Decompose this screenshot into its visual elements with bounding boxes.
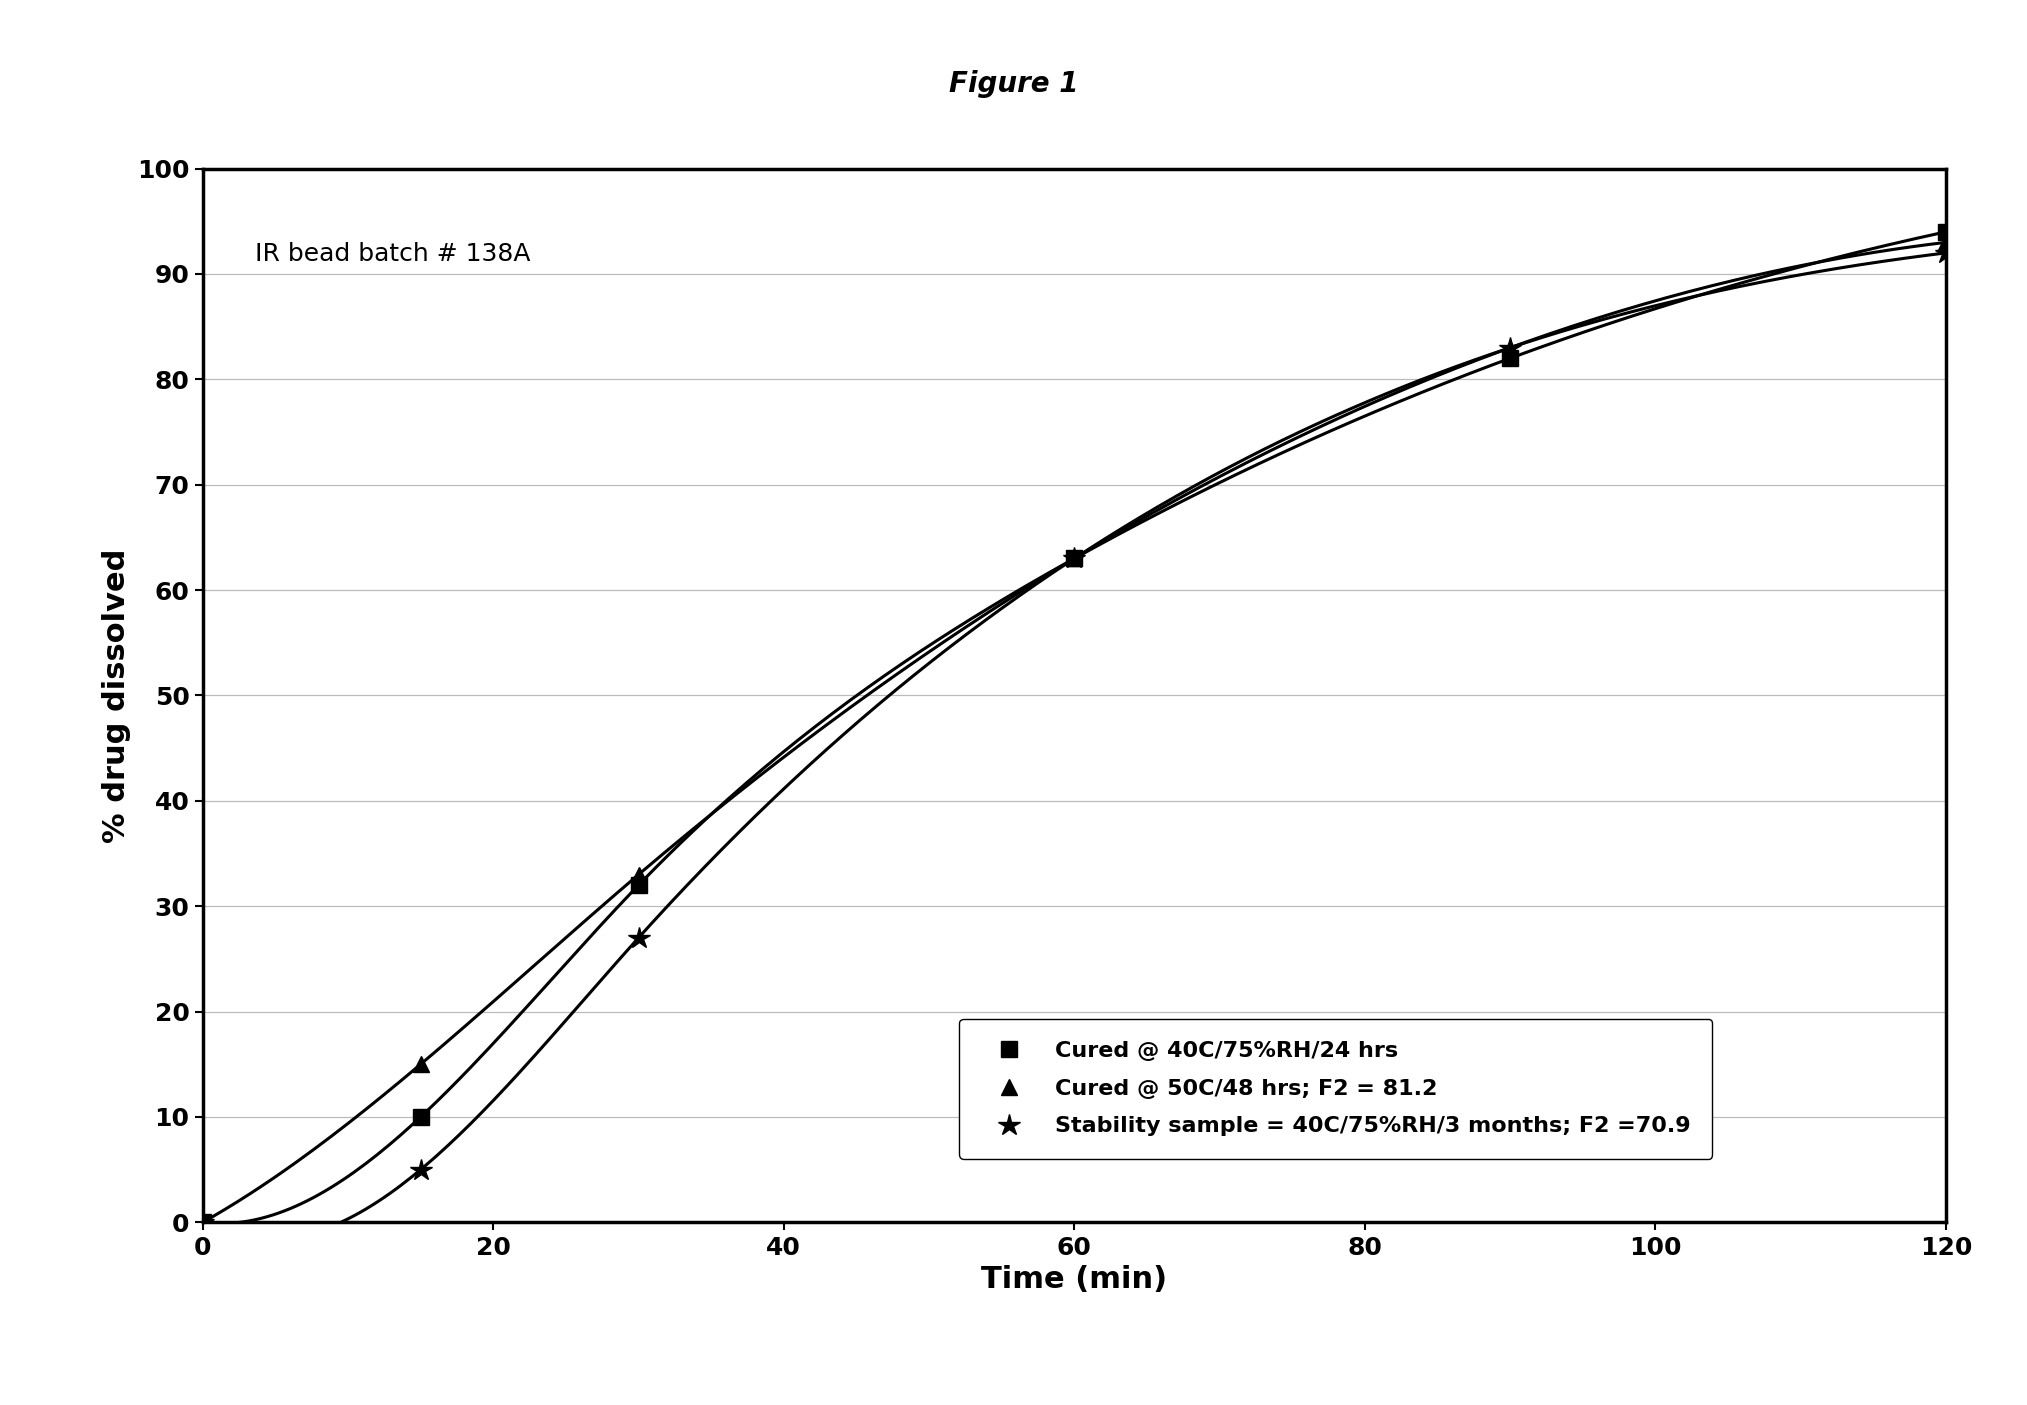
Stability sample = 40C/75%RH/3 months; F2 =70.9 [1934, 244, 1958, 261]
Cured @ 40C/75%RH/24 hrs [407, 1109, 434, 1125]
Cured @ 50C/48 hrs; F2 = 81.2 [407, 1057, 434, 1073]
Stability sample = 40C/75%RH/3 months; F2 =70.9 [1062, 549, 1086, 566]
Text: Figure 1: Figure 1 [949, 70, 1078, 98]
Cured @ 50C/48 hrs; F2 = 81.2 [1498, 339, 1522, 355]
Cured @ 50C/48 hrs; F2 = 81.2 [626, 865, 651, 882]
Cured @ 40C/75%RH/24 hrs [1062, 549, 1086, 566]
Cured @ 50C/48 hrs; F2 = 81.2 [191, 1214, 215, 1231]
Y-axis label: % drug dissolved: % drug dissolved [103, 548, 132, 843]
Stability sample = 40C/75%RH/3 months; F2 =70.9 [1498, 339, 1522, 355]
Cured @ 50C/48 hrs; F2 = 81.2 [1934, 233, 1958, 250]
Stability sample = 40C/75%RH/3 months; F2 =70.9 [626, 930, 651, 947]
Line: Cured @ 50C/48 hrs; F2 = 81.2: Cured @ 50C/48 hrs; F2 = 81.2 [195, 235, 1954, 1229]
Cured @ 50C/48 hrs; F2 = 81.2 [1062, 549, 1086, 566]
Cured @ 40C/75%RH/24 hrs [626, 877, 651, 894]
Text: IR bead batch # 138A: IR bead batch # 138A [255, 242, 531, 267]
Stability sample = 40C/75%RH/3 months; F2 =70.9 [407, 1161, 434, 1177]
Cured @ 40C/75%RH/24 hrs [191, 1214, 215, 1231]
X-axis label: Time (min): Time (min) [981, 1264, 1168, 1294]
Line: Stability sample = 40C/75%RH/3 months; F2 =70.9: Stability sample = 40C/75%RH/3 months; F… [193, 242, 1956, 1234]
Stability sample = 40C/75%RH/3 months; F2 =70.9 [191, 1214, 215, 1231]
Line: Cured @ 40C/75%RH/24 hrs: Cured @ 40C/75%RH/24 hrs [195, 225, 1954, 1229]
Cured @ 40C/75%RH/24 hrs [1934, 223, 1958, 240]
Cured @ 40C/75%RH/24 hrs [1498, 350, 1522, 367]
Legend: Cured @ 40C/75%RH/24 hrs, Cured @ 50C/48 hrs; F2 = 81.2, Stability sample = 40C/: Cured @ 40C/75%RH/24 hrs, Cured @ 50C/48… [959, 1019, 1713, 1159]
